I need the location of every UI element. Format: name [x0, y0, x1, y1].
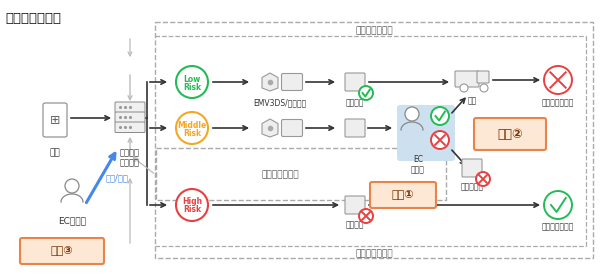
Text: ⊞: ⊞: [50, 113, 60, 126]
Bar: [156, 148, 446, 200]
FancyBboxPatch shape: [43, 103, 67, 137]
Polygon shape: [262, 119, 278, 137]
Circle shape: [544, 66, 572, 94]
Circle shape: [176, 189, 208, 221]
Text: Middle: Middle: [178, 121, 206, 129]
Text: 注文拒否: 注文拒否: [346, 220, 364, 229]
Text: 情報/知見: 情報/知見: [106, 174, 129, 182]
FancyBboxPatch shape: [397, 105, 455, 161]
Circle shape: [476, 172, 490, 186]
Text: EC事業者: EC事業者: [58, 216, 86, 225]
Circle shape: [405, 107, 419, 121]
Text: 不正検知
サービス: 不正検知 サービス: [120, 148, 140, 168]
Circle shape: [359, 86, 373, 100]
Text: フィードバック: フィードバック: [261, 171, 299, 179]
FancyBboxPatch shape: [281, 73, 302, 91]
FancyBboxPatch shape: [115, 122, 145, 132]
FancyBboxPatch shape: [20, 238, 104, 264]
Text: High: High: [182, 198, 202, 206]
Circle shape: [460, 84, 468, 92]
Text: 重要①: 重要①: [392, 190, 415, 200]
Circle shape: [480, 84, 488, 92]
Circle shape: [431, 107, 449, 125]
Text: フィードバック: フィードバック: [355, 26, 393, 35]
Text: 運用型不正検知: 運用型不正検知: [5, 12, 61, 25]
FancyBboxPatch shape: [281, 120, 302, 137]
Circle shape: [176, 112, 208, 144]
FancyBboxPatch shape: [345, 119, 365, 137]
Text: 実は不正だった: 実は不正だった: [542, 98, 574, 107]
Circle shape: [431, 131, 449, 149]
Text: 重要③: 重要③: [50, 246, 73, 256]
Circle shape: [359, 209, 373, 223]
FancyBboxPatch shape: [115, 102, 145, 113]
Bar: [155, 22, 593, 258]
FancyBboxPatch shape: [474, 118, 546, 150]
FancyBboxPatch shape: [477, 71, 489, 83]
FancyBboxPatch shape: [455, 71, 479, 87]
FancyBboxPatch shape: [370, 182, 436, 208]
FancyBboxPatch shape: [345, 196, 365, 214]
FancyBboxPatch shape: [345, 73, 365, 91]
FancyBboxPatch shape: [462, 159, 482, 177]
Text: EC
事業者: EC 事業者: [411, 155, 425, 174]
Circle shape: [544, 191, 572, 219]
Text: キャンセル: キャンセル: [460, 182, 484, 191]
Polygon shape: [262, 73, 278, 91]
Circle shape: [176, 66, 208, 98]
Text: 実は真正だった: 実は真正だった: [542, 222, 574, 231]
Text: Low: Low: [184, 75, 200, 84]
Text: Risk: Risk: [183, 83, 201, 92]
Text: 重要②: 重要②: [497, 128, 523, 140]
Text: 注文受付: 注文受付: [346, 98, 364, 107]
FancyBboxPatch shape: [115, 112, 145, 123]
Text: 出荷: 出荷: [467, 96, 476, 105]
Text: EMV3DS/オーソリ: EMV3DS/オーソリ: [253, 98, 307, 107]
Text: 注文: 注文: [50, 148, 61, 157]
Text: Risk: Risk: [183, 206, 201, 214]
Text: Risk: Risk: [183, 129, 201, 137]
Circle shape: [65, 179, 79, 193]
Text: フィードバック: フィードバック: [355, 249, 393, 258]
